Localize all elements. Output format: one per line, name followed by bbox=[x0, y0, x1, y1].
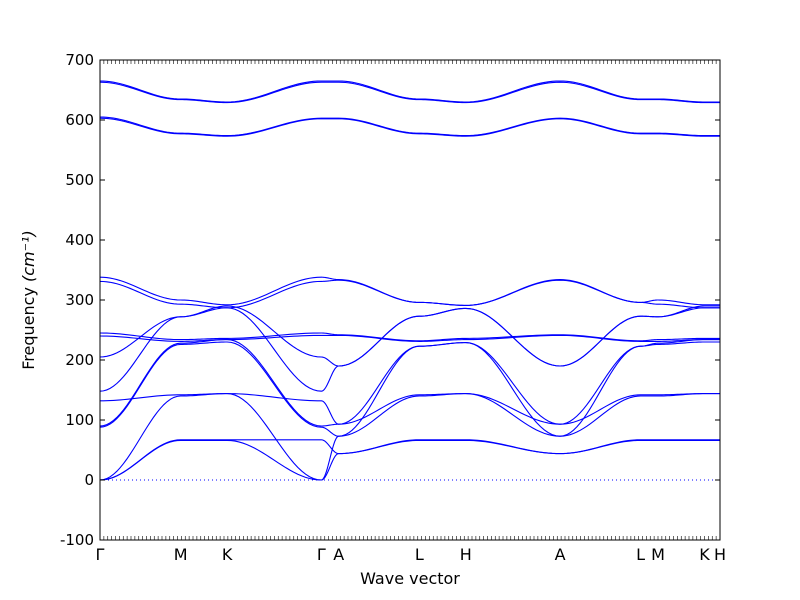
x-tick-label: A bbox=[555, 545, 566, 564]
x-tick-label: A bbox=[333, 545, 344, 564]
x-tick-label: L bbox=[415, 545, 424, 564]
series-line-10 bbox=[99, 307, 720, 392]
series-line-1 bbox=[99, 80, 720, 103]
x-axis-label: Wave vector bbox=[360, 569, 460, 588]
x-tick-label: Γ bbox=[317, 545, 326, 564]
x-tick-label: K bbox=[699, 545, 710, 564]
y-axis-label: Frequency (cm⁻¹) bbox=[19, 230, 38, 369]
y-axis-label-unit: (cm⁻¹) bbox=[19, 230, 38, 282]
x-tick-label: Γ bbox=[96, 545, 105, 564]
y-tick-label: 100 bbox=[65, 411, 94, 429]
y-tick-label: 0 bbox=[84, 471, 94, 489]
series-line-14 bbox=[99, 393, 720, 481]
x-tick-label: K bbox=[222, 545, 233, 564]
y-tick-label: -100 bbox=[60, 531, 94, 549]
y-tick-label: 600 bbox=[65, 111, 94, 129]
x-tick-label: H bbox=[714, 545, 726, 564]
plot-frame bbox=[99, 59, 721, 541]
series-line-7 bbox=[99, 332, 720, 342]
series-line-2 bbox=[99, 81, 720, 104]
x-tick-label: M bbox=[174, 545, 188, 564]
y-tick-label: 300 bbox=[65, 291, 94, 309]
x-tick-label: H bbox=[460, 545, 472, 564]
series-line-3 bbox=[99, 116, 720, 137]
series-layer bbox=[99, 80, 720, 481]
y-tick-label: 500 bbox=[65, 171, 94, 189]
series-line-13 bbox=[99, 341, 720, 437]
series-line-4 bbox=[99, 117, 720, 137]
y-tick-label: 200 bbox=[65, 351, 94, 369]
y-tick-label: 700 bbox=[65, 51, 94, 69]
y-tick-label: 400 bbox=[65, 231, 94, 249]
series-line-16 bbox=[99, 439, 720, 481]
x-tick-label: L bbox=[636, 545, 645, 564]
series-line-15 bbox=[99, 439, 720, 481]
y-axis-label-text: Frequency bbox=[19, 282, 38, 370]
series-line-6 bbox=[99, 279, 720, 309]
x-tick-label: M bbox=[651, 545, 665, 564]
